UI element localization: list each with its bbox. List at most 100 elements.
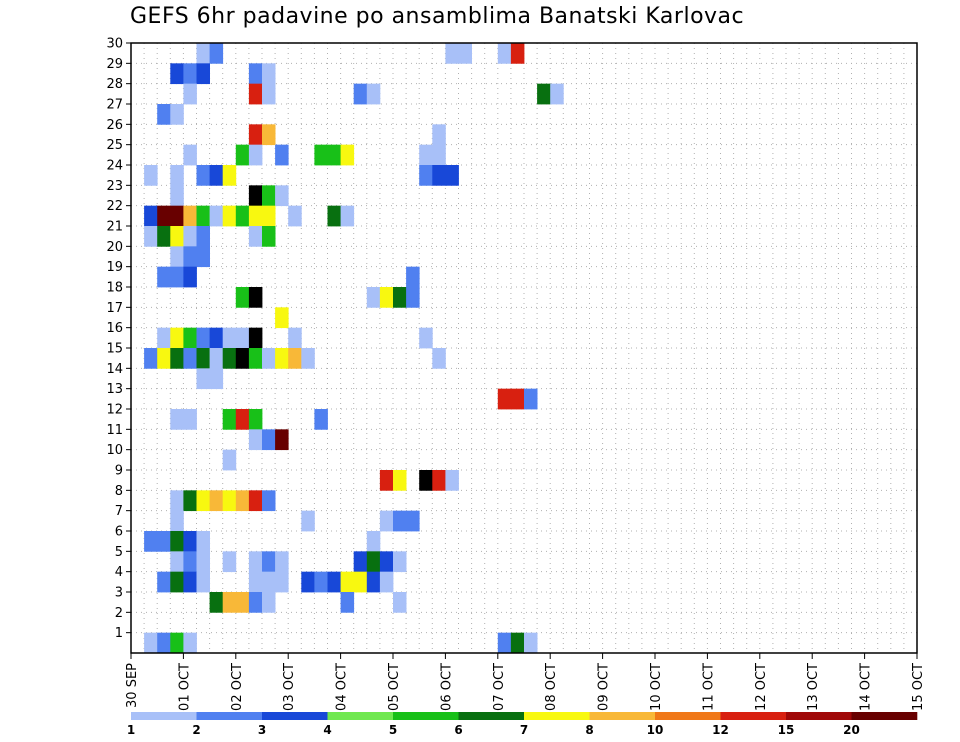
heatmap-cell	[170, 327, 184, 349]
heatmap-cell	[288, 348, 302, 369]
heatmap-cell	[196, 246, 210, 268]
heatmap-cell	[222, 348, 237, 369]
heatmap-cell	[537, 83, 551, 105]
heatmap-cell	[524, 632, 538, 654]
heatmap-cell	[379, 571, 394, 593]
y-tick-label: 24	[106, 159, 123, 174]
heatmap-cell	[419, 327, 433, 349]
heatmap-cell	[222, 551, 237, 573]
y-tick-label: 1	[115, 626, 123, 641]
x-tick-label: 05 OCT	[387, 663, 402, 711]
heatmap-cell	[209, 165, 224, 186]
heatmap-cell	[157, 531, 171, 552]
x-tick-label: 13 OCT	[806, 663, 821, 711]
heatmap-cell	[275, 185, 289, 207]
heatmap-cell	[183, 205, 197, 227]
y-tick-label: 19	[106, 260, 123, 275]
heatmap-cell	[314, 409, 328, 430]
x-tick-label: 09 OCT	[597, 663, 612, 711]
heatmap-cell	[314, 144, 328, 166]
heatmap-cell	[144, 226, 158, 247]
heatmap-cell	[196, 226, 210, 247]
heatmap-cell	[288, 205, 302, 227]
colorbar-label: 1	[127, 723, 135, 737]
colorbar-label: 7	[520, 723, 528, 737]
heatmap-cell	[275, 551, 289, 573]
heatmap-cell	[393, 592, 407, 613]
heatmap-cell	[366, 83, 381, 105]
y-tick-label: 13	[106, 382, 123, 397]
heatmap-cell	[248, 63, 263, 85]
heatmap-cell	[196, 348, 210, 369]
x-tick-label: 15 OCT	[911, 663, 926, 711]
heatmap-cell	[170, 226, 184, 247]
heatmap-cell	[379, 510, 394, 532]
heatmap-cell	[353, 571, 368, 593]
colorbar-swatch	[393, 712, 459, 720]
heatmap-cell	[222, 449, 237, 471]
colorbar-swatch	[589, 712, 656, 720]
heatmap-cell	[366, 551, 381, 573]
heatmap-cell	[288, 327, 302, 349]
x-tick-label: 06 OCT	[439, 663, 454, 711]
heatmap-cell	[262, 571, 276, 593]
x-tick-label: 01 OCT	[177, 663, 192, 711]
y-tick-label: 28	[106, 77, 123, 92]
heatmap-cell	[419, 470, 433, 491]
heatmap-cell	[248, 409, 263, 430]
heatmap-cell	[262, 63, 276, 85]
colorbar-swatch	[851, 712, 918, 720]
heatmap-cell	[497, 632, 512, 654]
heatmap-cell	[157, 104, 171, 125]
heatmap-cell	[170, 266, 184, 288]
heatmap-cell	[170, 409, 184, 430]
heatmap-cell	[262, 124, 276, 146]
x-tick-label: 07 OCT	[492, 663, 507, 711]
heatmap-cell	[248, 551, 263, 573]
heatmap-cell	[510, 43, 525, 64]
heatmap-cell	[196, 327, 210, 349]
heatmap-cell	[183, 632, 197, 654]
heatmap-cell	[353, 83, 368, 105]
heatmap-cell	[510, 388, 525, 410]
colorbar-swatch	[655, 712, 721, 720]
heatmap-cell	[248, 124, 263, 146]
y-tick-label: 11	[106, 423, 123, 438]
heatmap-cell	[196, 571, 210, 593]
heatmap-cell	[393, 287, 407, 308]
heatmap-cell	[144, 165, 158, 186]
x-tick-label: 02 OCT	[230, 663, 245, 711]
heatmap-cell	[222, 205, 237, 227]
heatmap-cell	[262, 348, 276, 369]
heatmap-cell	[196, 368, 210, 390]
y-tick-label: 9	[115, 464, 123, 479]
x-tick-label: 14 OCT	[859, 663, 874, 711]
heatmap-cell	[248, 185, 263, 207]
y-tick-label: 16	[106, 321, 123, 336]
heatmap-cell	[222, 409, 237, 430]
heatmap-cell	[262, 83, 276, 105]
heatmap-cell	[183, 571, 197, 593]
heatmap-cell	[262, 592, 276, 613]
heatmap-cell	[222, 327, 237, 349]
y-tick-label: 30	[106, 37, 123, 52]
heatmap-cell	[196, 165, 210, 186]
heatmap-cell	[196, 551, 210, 573]
heatmap-cell	[550, 83, 564, 105]
colorbar-label: 20	[843, 723, 860, 737]
colorbar-label: 10	[647, 723, 664, 737]
heatmap-cell	[209, 43, 224, 64]
heatmap-cell	[524, 388, 538, 410]
heatmap-cell	[235, 327, 250, 349]
heatmap-cell	[301, 510, 315, 532]
heatmap-cell	[170, 632, 184, 654]
heatmap-cell	[235, 144, 250, 166]
y-tick-label: 17	[106, 301, 123, 316]
x-tick-label: 10 OCT	[649, 663, 664, 711]
heatmap-cell	[248, 327, 263, 349]
heatmap-cell	[275, 429, 289, 451]
heatmap-cell	[209, 368, 224, 390]
heatmap-cell	[366, 571, 381, 593]
heatmap-cell	[196, 43, 210, 64]
heatmap-cell	[248, 144, 263, 166]
